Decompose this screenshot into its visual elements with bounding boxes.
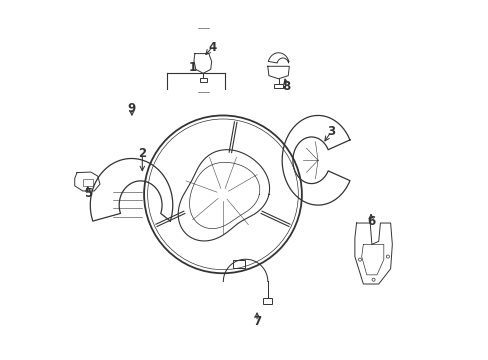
Bar [82,179,93,186]
Text: 6: 6 [366,215,374,228]
Text: 9: 9 [127,102,136,115]
Bar [233,260,244,268]
Text: 1: 1 [188,60,196,73]
Text: 7: 7 [252,315,261,328]
Bar [199,78,206,82]
Text: 5: 5 [83,187,92,200]
Text: 8: 8 [282,80,290,93]
Text: 2: 2 [138,147,146,160]
Text: 4: 4 [208,41,216,54]
Bar [263,298,272,305]
Bar [274,84,282,88]
Text: 3: 3 [326,125,335,138]
